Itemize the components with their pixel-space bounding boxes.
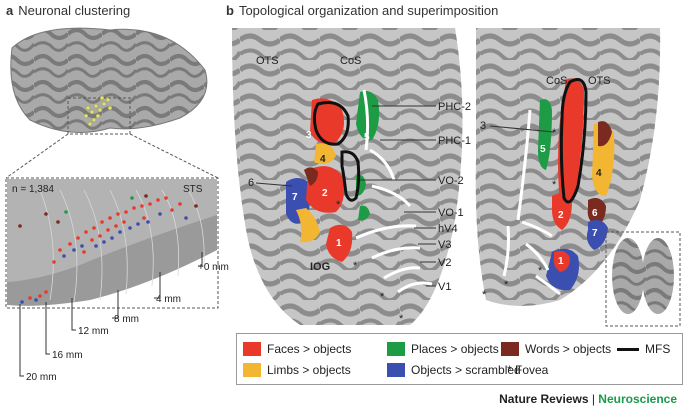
faces-swatch [243, 342, 261, 356]
right-patch-2: 2 [558, 210, 564, 221]
left-patch-2: 2 [322, 188, 328, 199]
zoom-line-right [129, 133, 219, 179]
right-three-label: 3 [480, 120, 486, 132]
objects-swatch [387, 363, 405, 377]
distance-12mm: 12 mm [78, 326, 109, 337]
roi-leaders [360, 105, 436, 287]
right-patch-6: 6 [592, 208, 598, 219]
panel-b-letter: b [226, 3, 234, 18]
right-activations [538, 78, 615, 291]
roi-phc1: PHC-1 [438, 135, 471, 147]
mfs-swatch [617, 347, 639, 351]
left-roi-lines [355, 89, 433, 294]
legend-places-label: Places > objects [411, 342, 499, 356]
distance-4mm: 4 mm [156, 294, 181, 305]
zoom-line-left [5, 133, 69, 179]
credit-subject: Neuroscience [598, 392, 677, 406]
panel-b-title: b Topological organization and superimpos… [226, 3, 498, 18]
left-cos-label: CoS [340, 55, 361, 67]
legend-fovea-label: * Fovea [507, 363, 549, 377]
legend-mfs-label: MFS [645, 342, 671, 356]
left-patch-1: 1 [336, 238, 342, 249]
panel-a-title: a Neuronal clustering [6, 3, 130, 18]
svg-text:*: * [504, 279, 509, 291]
right-ots-label: OTS [588, 75, 611, 87]
roi-vo1: VO-1 [438, 207, 464, 219]
neuron-count: n = 1,384 [12, 184, 54, 195]
right-mfs-outline [559, 78, 588, 204]
right-patch-4: 4 [596, 168, 602, 179]
left-ots-label: OTS [256, 55, 279, 67]
legend-objects-label: Objects > scrambled [411, 363, 521, 377]
svg-text:*: * [482, 289, 487, 301]
distance-markers [19, 252, 203, 377]
right-patch-1: 1 [558, 256, 564, 267]
roi-v3: V3 [438, 239, 451, 251]
limbs-swatch [243, 363, 261, 377]
iog-label: IOG [310, 261, 330, 273]
legend-faces-label: Faces > objects [267, 342, 352, 356]
roi-v2: V2 [438, 257, 451, 269]
panel-b-title-text: Topological organization and superimposi… [238, 3, 499, 18]
left-hemisphere [232, 28, 463, 325]
credit-separator: | [588, 392, 599, 406]
right-roi-lines [502, 109, 561, 296]
roi-vo2: VO-2 [438, 175, 464, 187]
roi-hv4: hV4 [438, 223, 458, 235]
legend-fovea: * Fovea [507, 363, 548, 377]
left-patch-4: 4 [320, 154, 326, 165]
legend-words: Words > objects [501, 342, 611, 356]
right-patch-5: 5 [540, 144, 546, 155]
panel-a-brain [10, 27, 208, 135]
legend: Faces > objects Places > objects Words >… [236, 333, 683, 385]
left-mfs-outlines [312, 101, 361, 202]
legend-words-label: Words > objects [525, 342, 612, 356]
left-activations [286, 91, 380, 262]
legend-limbs: Limbs > objects [243, 363, 351, 377]
legend-places: Places > objects [387, 342, 499, 356]
svg-text:*: * [380, 291, 385, 303]
left-patch-3: 3 [306, 130, 312, 141]
neuron-dots [18, 194, 198, 304]
brain-thumbnail [605, 231, 681, 327]
left-six-label: 6 [248, 177, 254, 189]
panel-a-title-text: Neuronal clustering [18, 3, 131, 18]
panel-a-inset [5, 177, 219, 309]
places-swatch [387, 342, 405, 356]
svg-text:*: * [353, 260, 358, 272]
words-swatch [501, 342, 519, 356]
legend-objects: Objects > scrambled [387, 363, 521, 377]
left-patch-7: 7 [292, 192, 298, 203]
distance-8mm: 8 mm [114, 314, 139, 325]
roi-phc2: PHC-2 [438, 101, 471, 113]
svg-text:*: * [336, 199, 341, 211]
right-cos-label: CoS [546, 75, 567, 87]
roi-v1: V1 [438, 281, 451, 293]
journal-credit: Nature Reviews | Neuroscience [499, 392, 677, 406]
svg-text:*: * [538, 265, 543, 277]
legend-faces: Faces > objects [243, 342, 351, 356]
distance-16mm: 16 mm [52, 350, 83, 361]
svg-text:*: * [552, 179, 557, 191]
distance-20mm: 20 mm [26, 372, 57, 383]
svg-text:*: * [399, 313, 404, 325]
panel-a-letter: a [6, 3, 14, 18]
legend-mfs: MFS [617, 342, 670, 356]
legend-limbs-label: Limbs > objects [267, 363, 351, 377]
svg-text:*: * [552, 127, 557, 139]
left-patch-5: 5 [364, 132, 370, 143]
distance-0mm: +0 mm [198, 262, 229, 273]
sts-label: STS [183, 184, 203, 195]
right-patch-7: 7 [592, 228, 598, 239]
credit-journal: Nature Reviews [499, 392, 589, 406]
